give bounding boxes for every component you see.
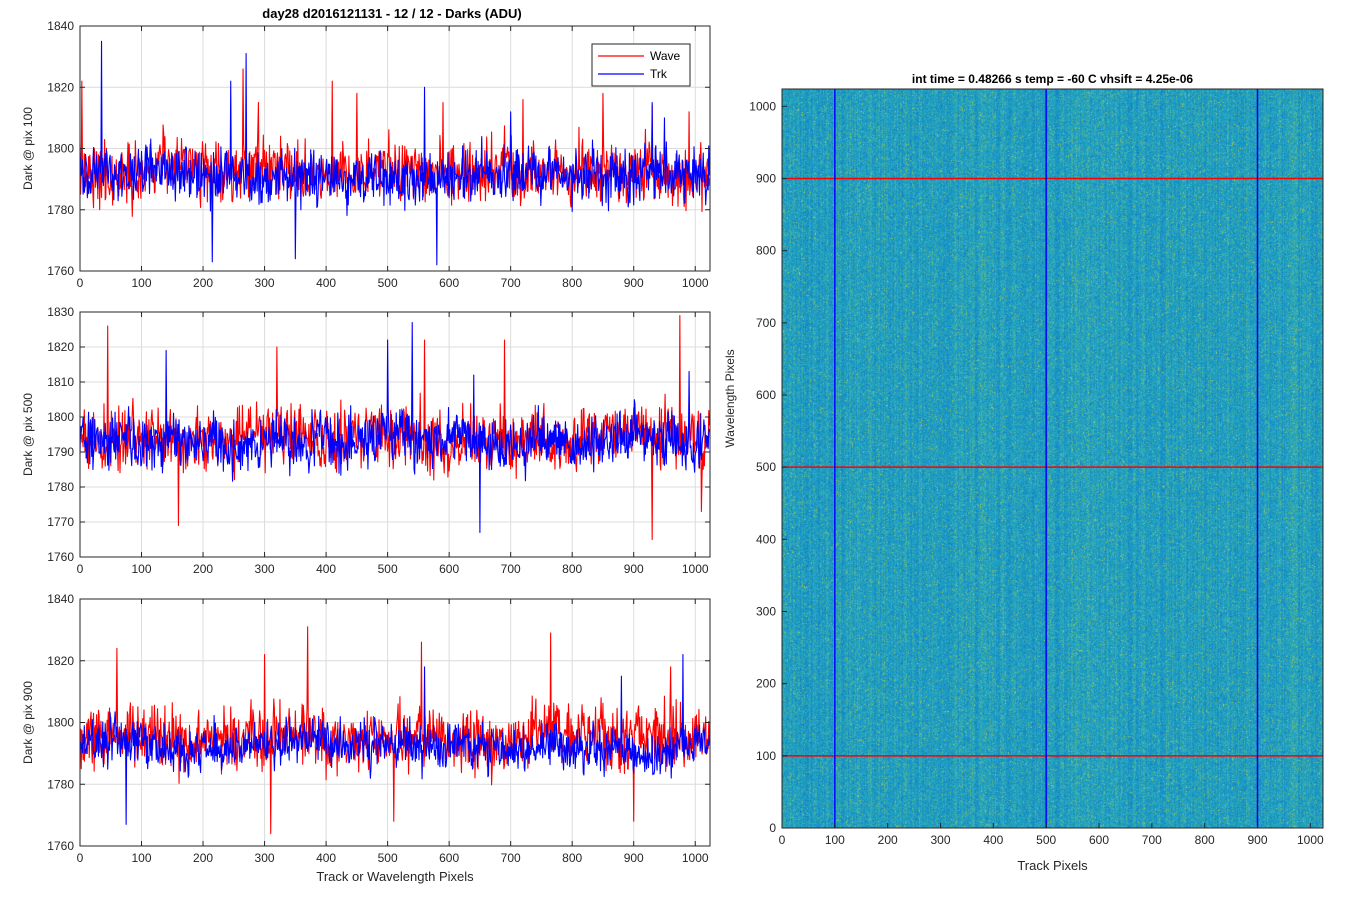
p900-series-wave	[79, 626, 710, 835]
heatmap-ytick-label: 800	[756, 244, 776, 258]
heatmap-ylabel: Wavelength Pixels	[723, 349, 737, 447]
p100-xtick-label: 0	[77, 276, 84, 290]
heatmap-xtick-label: 1000	[1297, 833, 1324, 847]
p500-ytick-label: 1800	[47, 410, 74, 424]
p900-ytick-label: 1820	[47, 654, 74, 668]
p100-xtick-label: 800	[562, 276, 582, 290]
heatmap-xtick-label: 800	[1195, 833, 1215, 847]
heatmap-ytick-label: 500	[756, 460, 776, 474]
p100-ytick-label: 1840	[47, 19, 74, 33]
p900-series-trk	[79, 654, 710, 825]
p100-xtick-label: 500	[378, 276, 398, 290]
p100-xtick-label: 200	[193, 276, 213, 290]
p500-ytick-label: 1810	[47, 375, 74, 389]
heatmap-title: int time = 0.48266 s temp = -60 C vhsift…	[912, 72, 1193, 86]
p100-ytick-label: 1780	[47, 203, 74, 217]
p900-ytick-label: 1800	[47, 716, 74, 730]
p100-xtick-label: 400	[316, 276, 336, 290]
p900-xtick-label: 500	[378, 851, 398, 865]
p900-xtick-label: 600	[439, 851, 459, 865]
p900-ytick-label: 1760	[47, 839, 74, 853]
legend-box	[591, 43, 691, 87]
p900-xtick-label: 0	[77, 851, 84, 865]
heatmap-ytick-label: 100	[756, 749, 776, 763]
heatmap-xtick-label: 0	[779, 833, 786, 847]
p500-ytick-label: 1830	[47, 305, 74, 319]
heatmap-ytick-label: 300	[756, 604, 776, 618]
p900-ytick-label: 1840	[47, 592, 74, 606]
p500-xtick-label: 300	[255, 562, 275, 576]
heatmap-ytick-label: 600	[756, 388, 776, 402]
p500-xtick-label: 200	[193, 562, 213, 576]
legend: Wave Trk	[591, 43, 691, 87]
heatmap-ytick-label: 1000	[749, 99, 776, 113]
p900-xtick-label: 700	[501, 851, 521, 865]
p900-ylabel: Dark @ pix 900	[21, 681, 35, 764]
heatmap-xtick-label: 900	[1247, 833, 1267, 847]
heatmap-ytick-label: 700	[756, 316, 776, 330]
chart-p900: 0 100 200 300 400 500 600 700 800 900 1000 1760 1780…	[21, 592, 711, 884]
p900-xtick-label: 900	[624, 851, 644, 865]
p100-series-trk	[79, 40, 710, 266]
p100-xtick-label: 600	[439, 276, 459, 290]
heatmap-xtick-label: 400	[983, 833, 1003, 847]
p500-xtick-label: 100	[132, 562, 152, 576]
p900-xtick-label: 100	[132, 851, 152, 865]
chart-heatmap: 0 100 200 300 400 500 600 700 800 900 1000 0 100 200 3…	[723, 72, 1324, 873]
charts: 0 100 200 300 400 500 600 700 800 900 100017601780…	[21, 19, 1324, 884]
heatmap-xtick-label: 200	[878, 833, 898, 847]
p500-ytick-label: 1770	[47, 515, 74, 529]
p500-ytick-label: 1760	[47, 550, 74, 564]
legend-label-wave: Wave	[650, 49, 681, 63]
p100-ytick-label: 1820	[47, 80, 74, 94]
heatmap-xlabel: Track Pixels	[1017, 858, 1088, 873]
p100-xtick-label: 300	[255, 276, 275, 290]
p500-ytick-label: 1820	[47, 340, 74, 354]
p100-ytick-label: 1800	[47, 142, 74, 156]
heatmap-xtick-label: 700	[1142, 833, 1162, 847]
figure-title: day28 d2016121131 - 12 / 12 - Darks (ADU…	[262, 6, 521, 21]
heatmap-xtick-label: 500	[1036, 833, 1056, 847]
p500-ytick-label: 1790	[47, 445, 74, 459]
p900-xtick-label: 400	[316, 851, 336, 865]
heatmap-ytick-label: 900	[756, 171, 776, 185]
p900-xtick-label: 300	[255, 851, 275, 865]
heatmap-xtick-label: 600	[1089, 833, 1109, 847]
p500-xtick-label: 700	[501, 562, 521, 576]
p900-xlabel: Track or Wavelength Pixels	[316, 869, 474, 884]
p900-xtick-label: 200	[193, 851, 213, 865]
p500-axes-box	[79, 311, 711, 558]
heatmap-ytick-label: 200	[756, 677, 776, 691]
heatmap-axes-box	[781, 88, 1324, 829]
p100-ylabel: Dark @ pix 100	[21, 107, 35, 190]
chart-p100: 0 100 200 300 400 500 600 700 800 900 1000 1760 1780…	[21, 19, 711, 290]
p500-xtick-label: 900	[624, 562, 644, 576]
p500-xtick-label: 0	[77, 562, 84, 576]
p500-xtick-label: 800	[562, 562, 582, 576]
heatmap-xtick-label: 300	[930, 833, 950, 847]
p900-ytick-label: 1780	[47, 777, 74, 791]
p500-ytick-label: 1780	[47, 480, 74, 494]
p500-xtick-label: 1000	[682, 562, 709, 576]
heatmap-ytick-label: 0	[769, 821, 776, 835]
heatmap-pixels	[782, 89, 1323, 828]
p100-xtick-label: 700	[501, 276, 521, 290]
p500-xtick-label: 600	[439, 562, 459, 576]
p100-xtick-label: 100	[132, 276, 152, 290]
heatmap-xtick-label: 100	[825, 833, 845, 847]
p100-xtick-label: 1000	[682, 276, 709, 290]
p100-xtick-label: 900	[624, 276, 644, 290]
p500-ylabel: Dark @ pix 500	[21, 393, 35, 476]
p500-xtick-label: 500	[378, 562, 398, 576]
p900-xtick-label: 1000	[682, 851, 709, 865]
chart-p500: 0 100 200 300 400 500 600 700 800 900 1000 1760 1770…	[21, 305, 711, 576]
legend-label-trk: Trk	[650, 67, 668, 81]
p100-ytick-label: 1760	[47, 264, 74, 278]
p500-xtick-label: 400	[316, 562, 336, 576]
p900-xtick-label: 800	[562, 851, 582, 865]
p500-series-trk	[79, 321, 710, 534]
heatmap-ytick-label: 400	[756, 532, 776, 546]
